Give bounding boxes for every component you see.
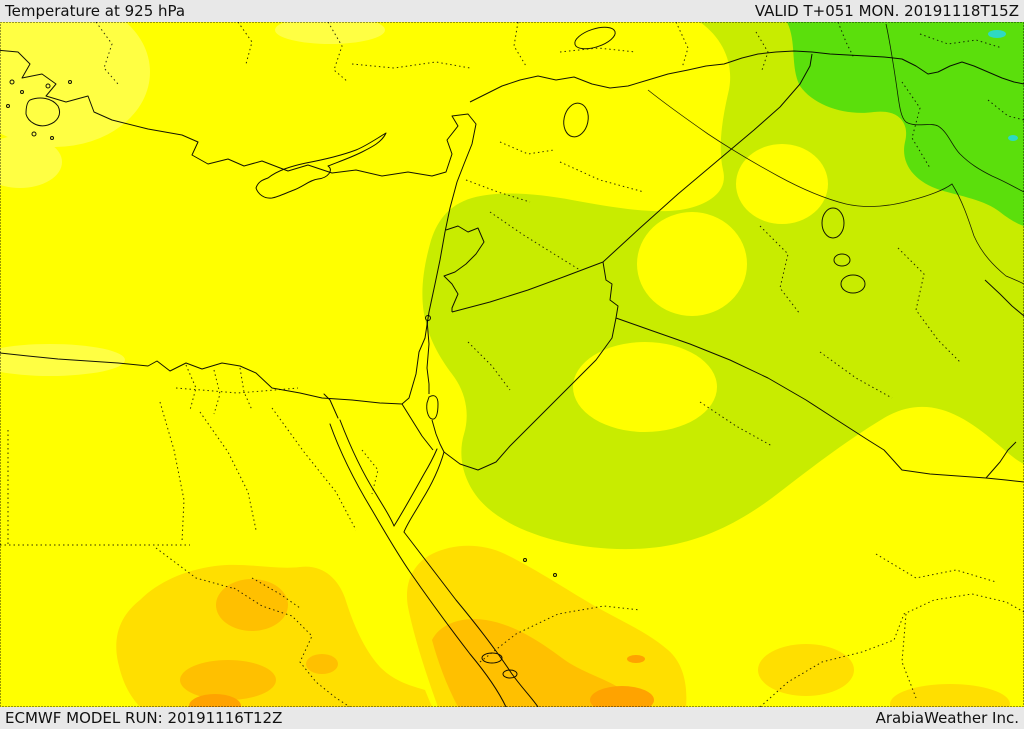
map-title: Temperature at 925 hPa [5, 2, 186, 20]
yellow-holes [573, 144, 828, 432]
footer-bar: ECMWF MODEL RUN: 20191116T12Z ArabiaWeat… [0, 707, 1024, 729]
coastlines [0, 49, 557, 707]
valid-time: VALID T+051 MON. 20191118T15Z [754, 2, 1019, 20]
country-borders [401, 50, 1024, 483]
credit-label: ArabiaWeather Inc. [875, 709, 1019, 727]
temperature-map [0, 22, 1024, 707]
model-run-label: ECMWF MODEL RUN: 20191116T12Z [5, 709, 283, 727]
green-region [787, 22, 1024, 226]
rivers [647, 23, 1024, 285]
deep-orange-spots [189, 655, 654, 707]
orange-patches [180, 579, 636, 707]
map-area [0, 22, 1024, 707]
header-bar: Temperature at 925 hPa VALID T+051 MON. … [0, 0, 1024, 22]
teal-spots [988, 30, 1018, 141]
admin-borders [0, 22, 1024, 707]
lakes [425, 26, 866, 420]
